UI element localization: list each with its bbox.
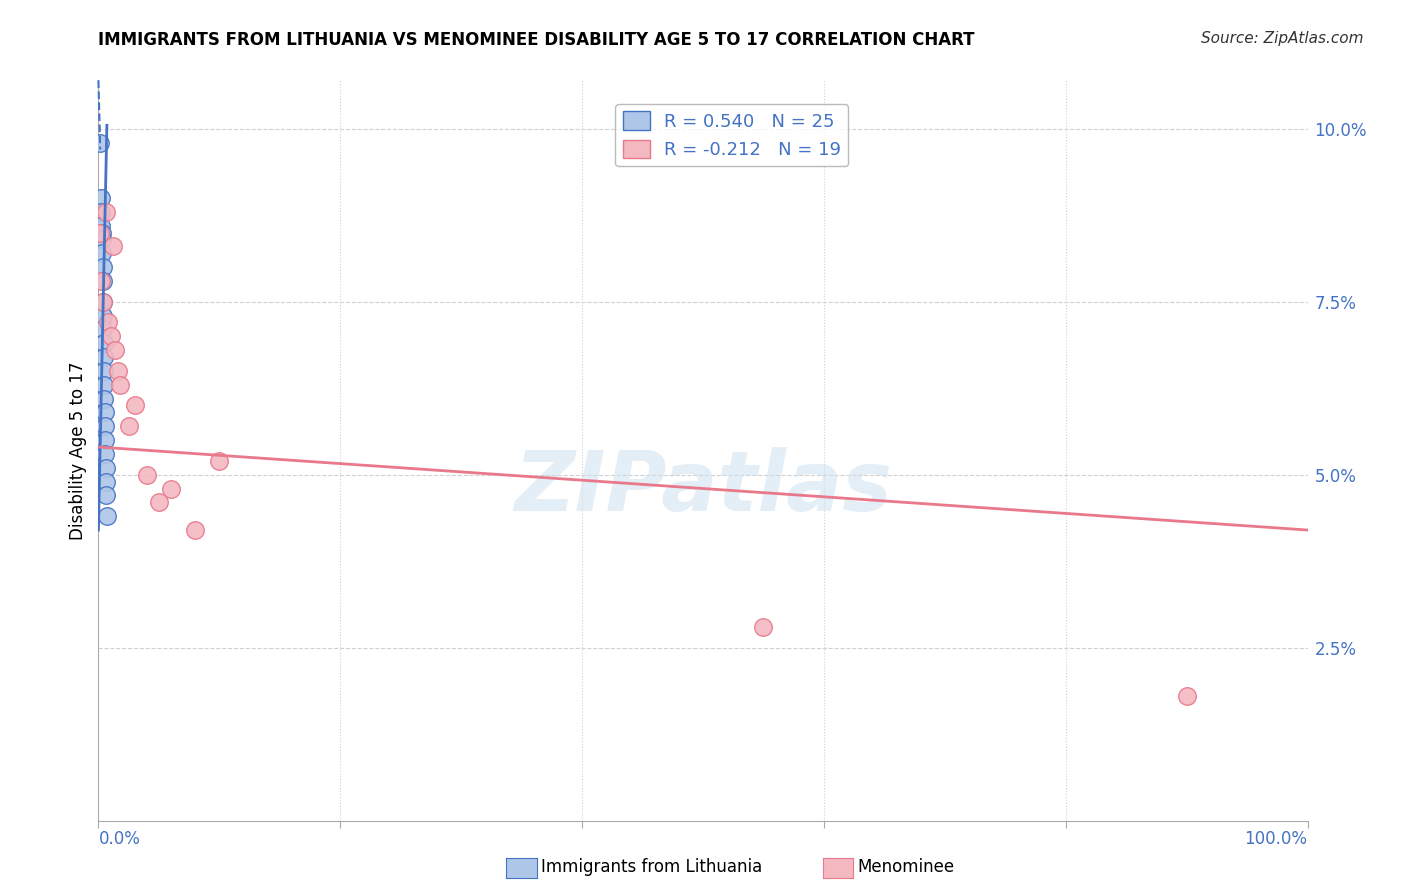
Point: [89, 136, 111, 150]
Text: Source: ZipAtlas.com: Source: ZipAtlas.com: [1201, 31, 1364, 46]
Point: [93, 336, 115, 351]
Point: [91, 260, 114, 274]
Point: [91, 246, 114, 260]
Point: [94, 204, 117, 219]
Text: 100.0%: 100.0%: [1244, 830, 1308, 847]
Point: [93, 392, 115, 406]
Point: [97, 315, 120, 329]
Point: [91, 232, 114, 246]
Point: [94, 433, 117, 447]
Point: [752, 620, 775, 634]
Legend: R = 0.540   N = 25, R = -0.212   N = 19: R = 0.540 N = 25, R = -0.212 N = 19: [616, 104, 848, 166]
Point: [91, 294, 114, 309]
Point: [160, 482, 183, 496]
Point: [135, 467, 157, 482]
Point: [91, 294, 114, 309]
Text: Menominee: Menominee: [858, 858, 955, 876]
Point: [104, 343, 127, 358]
Point: [90, 191, 112, 205]
Point: [107, 364, 129, 378]
Point: [93, 377, 115, 392]
Point: [96, 488, 118, 502]
Point: [93, 405, 115, 419]
Text: IMMIGRANTS FROM LITHUANIA VS MENOMINEE DISABILITY AGE 5 TO 17 CORRELATION CHART: IMMIGRANTS FROM LITHUANIA VS MENOMINEE D…: [98, 31, 974, 49]
Point: [94, 419, 117, 434]
Point: [91, 274, 114, 288]
Point: [184, 523, 207, 537]
Point: [108, 377, 131, 392]
Y-axis label: Disability Age 5 to 17: Disability Age 5 to 17: [69, 361, 87, 540]
Point: [148, 495, 170, 509]
Point: [1175, 689, 1198, 703]
Point: [100, 329, 122, 343]
Point: [93, 322, 115, 336]
Point: [94, 475, 117, 489]
Point: [93, 350, 115, 364]
Text: Immigrants from Lithuania: Immigrants from Lithuania: [541, 858, 762, 876]
Point: [94, 460, 117, 475]
Text: ZIPatlas: ZIPatlas: [515, 447, 891, 528]
Point: [118, 419, 141, 434]
Point: [90, 219, 112, 233]
Point: [101, 239, 124, 253]
Point: [90, 274, 112, 288]
Point: [91, 309, 114, 323]
Point: [89, 226, 111, 240]
Point: [124, 399, 146, 413]
Point: [93, 364, 115, 378]
Point: [208, 454, 231, 468]
Point: [90, 204, 112, 219]
Text: 0.0%: 0.0%: [98, 830, 141, 847]
Point: [96, 509, 118, 524]
Point: [90, 226, 112, 240]
Point: [94, 447, 117, 461]
